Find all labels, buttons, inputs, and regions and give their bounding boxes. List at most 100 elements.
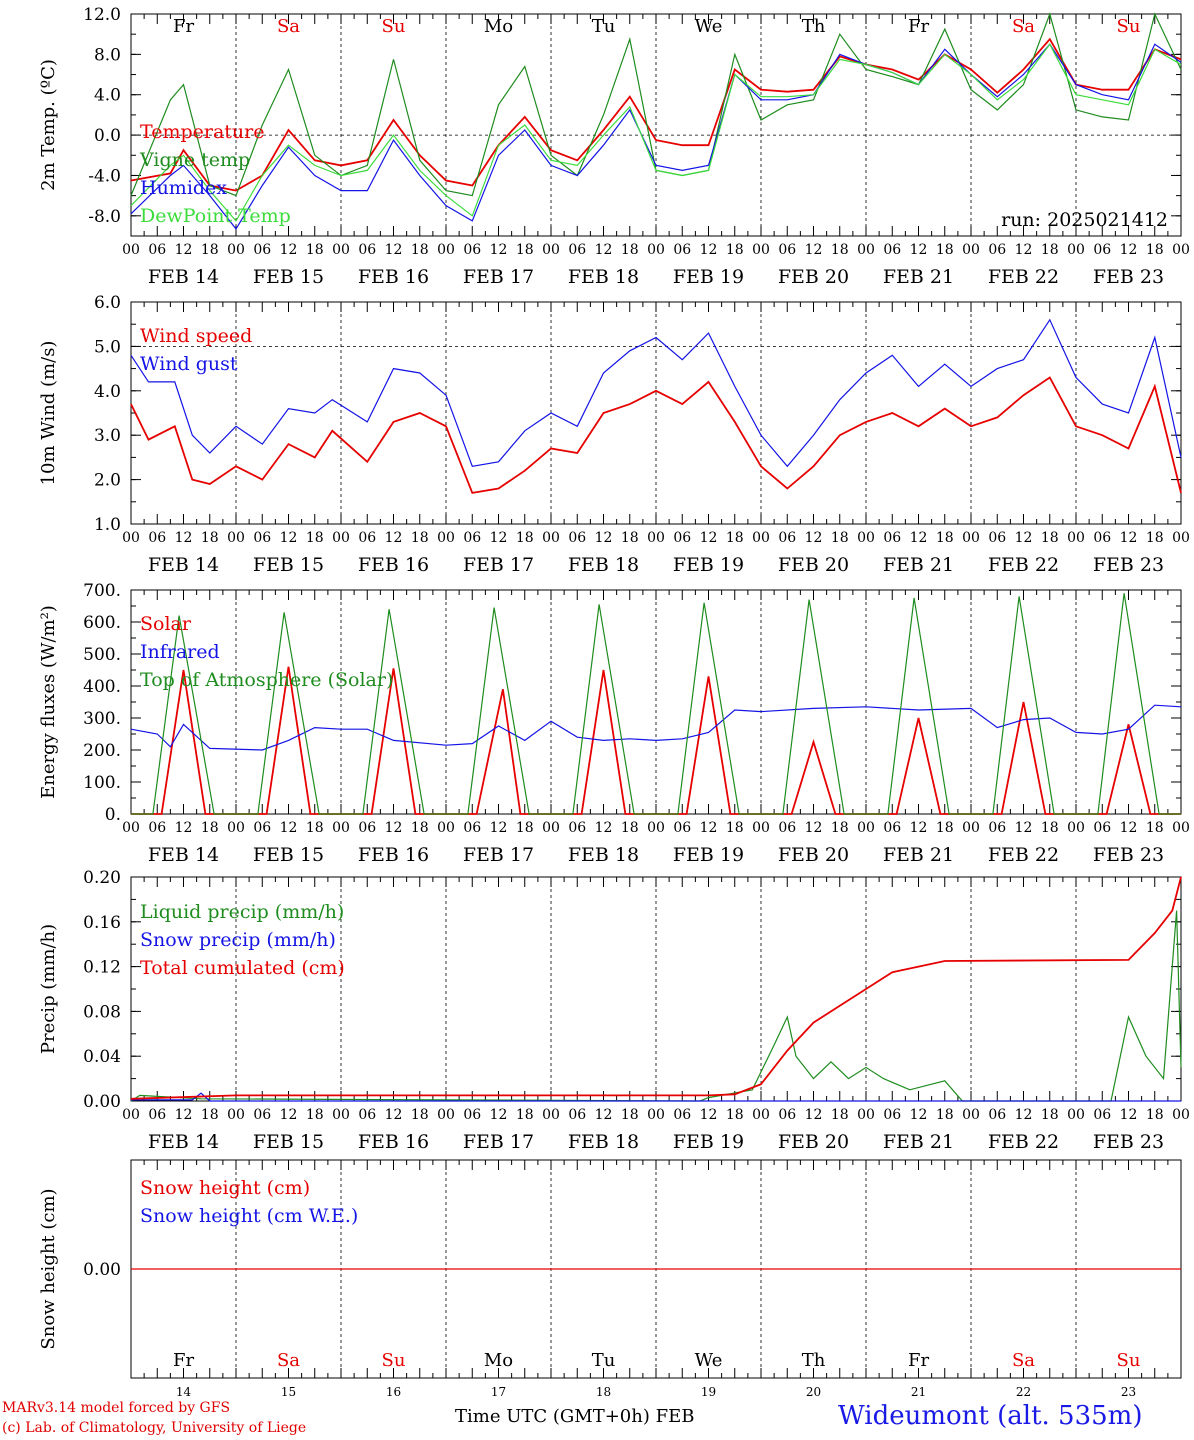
x-hour-label: 18 <box>411 530 429 546</box>
y-tick-label: 600. <box>83 613 121 633</box>
x-hour-label: 06 <box>883 1107 901 1123</box>
weekday-label: Sa <box>1012 1350 1035 1371</box>
x-hour-label: 00 <box>752 530 770 546</box>
weekday-label: Th <box>802 16 826 37</box>
x-hour-label: 18 <box>831 530 849 546</box>
series-line <box>130 43 1182 222</box>
x-hour-label: 12 <box>910 1107 928 1123</box>
x-hour-label: 18 <box>621 1107 639 1123</box>
x-hour-label: 00 <box>227 242 245 258</box>
x-hour-label: 00 <box>752 820 770 836</box>
weekday-label: Tu <box>592 16 616 37</box>
y-tick-label: 0.16 <box>83 913 121 933</box>
x-hour-label: 00 <box>542 820 560 836</box>
x-date-label: FEB 14 <box>148 844 219 866</box>
x-hour-label: 18 <box>411 242 429 258</box>
x-day-number: 20 <box>806 1385 821 1399</box>
y-tick-label: 700. <box>83 581 121 601</box>
legend-entry: Total cumulated (cm) <box>140 957 345 979</box>
x-hour-label: 00 <box>542 1107 560 1123</box>
x-hour-label: 18 <box>516 530 534 546</box>
x-hour-label: 12 <box>280 820 298 836</box>
x-date-label: FEB 21 <box>883 266 954 288</box>
x-hour-label: 18 <box>831 820 849 836</box>
x-hour-label: 18 <box>306 820 324 836</box>
weekday-label: Fr <box>908 1350 929 1371</box>
x-date-label: FEB 21 <box>883 844 954 866</box>
y-tick-label: 3.0 <box>94 426 121 446</box>
x-hour-label: 00 <box>227 530 245 546</box>
y-tick-label: 5.0 <box>94 337 121 357</box>
x-hour-label: 00 <box>857 242 875 258</box>
x-hour-label: 12 <box>595 530 613 546</box>
series-line <box>130 376 1182 494</box>
x-date-label: FEB 20 <box>778 844 849 866</box>
legend-entry: Solar <box>140 613 192 635</box>
weekday-label: Mo <box>484 16 513 37</box>
x-hour-label: 12 <box>280 1107 298 1123</box>
x-hour-label: 12 <box>910 530 928 546</box>
x-hour-label: 18 <box>411 1107 429 1123</box>
x-hour-label: 06 <box>463 820 481 836</box>
x-hour-label: 18 <box>936 820 954 836</box>
x-hour-label: 06 <box>253 820 271 836</box>
x-hour-label: 18 <box>306 530 324 546</box>
x-day-number: 22 <box>1016 1385 1031 1399</box>
x-hour-label: 18 <box>726 242 744 258</box>
x-hour-label: 12 <box>700 820 718 836</box>
x-hour-label: 00 <box>437 242 455 258</box>
x-hour-label: 00 <box>332 1107 350 1123</box>
y-tick-label: 2.0 <box>94 471 121 491</box>
series-line <box>130 37 1182 192</box>
x-day-number: 19 <box>701 1385 716 1399</box>
x-hour-label: 00 <box>857 1107 875 1123</box>
legend-entry: Wind gust <box>140 353 238 375</box>
x-hour-label: 06 <box>253 530 271 546</box>
x-hour-label: 06 <box>463 242 481 258</box>
x-hour-label: 18 <box>201 242 219 258</box>
x-hour-label: 12 <box>385 820 403 836</box>
y-tick-label: 4.0 <box>94 382 121 402</box>
x-hour-label: 00 <box>752 242 770 258</box>
x-hour-label: 12 <box>805 820 823 836</box>
x-hour-label: 12 <box>1120 242 1138 258</box>
x-day-number: 23 <box>1121 1385 1136 1399</box>
legend-entry: DewPoint Temp <box>140 205 291 227</box>
x-hour-label: 06 <box>358 1107 376 1123</box>
x-hour-label: 12 <box>805 242 823 258</box>
x-day-number: 17 <box>491 1385 506 1399</box>
x-hour-label: 12 <box>595 242 613 258</box>
series-line <box>130 876 1182 1100</box>
x-hour-label: 00 <box>122 1107 140 1123</box>
y-tick-label: 0.08 <box>83 1002 121 1022</box>
x-date-label: FEB 21 <box>883 554 954 576</box>
x-hour-label: 06 <box>883 242 901 258</box>
y-axis-title: Precip (mm/h) <box>38 924 59 1054</box>
x-hour-label: 00 <box>437 820 455 836</box>
x-hour-label: 18 <box>1146 242 1164 258</box>
x-hour-label: 18 <box>201 530 219 546</box>
y-tick-label: 12.0 <box>83 5 121 25</box>
x-date-label: FEB 16 <box>358 554 429 576</box>
x-hour-label: 00 <box>647 242 665 258</box>
legend-entry: Top of Atmosphere (Solar) <box>140 669 393 691</box>
x-date-label: FEB 17 <box>463 844 534 866</box>
x-hour-label: 00 <box>1067 1107 1085 1123</box>
x-hour-label: 00 <box>332 820 350 836</box>
run-annotation: run: 2025021412 <box>1001 209 1168 231</box>
y-tick-label: 0.00 <box>83 1092 121 1112</box>
x-date-label: FEB 18 <box>568 554 639 576</box>
x-hour-label: 06 <box>883 820 901 836</box>
x-hour-label: 00 <box>1172 530 1190 546</box>
x-hour-label: 00 <box>1172 1107 1190 1123</box>
x-hour-label: 06 <box>568 530 586 546</box>
x-hour-label: 00 <box>962 820 980 836</box>
legend-entry: Liquid precip (mm/h) <box>140 901 344 923</box>
x-hour-label: 06 <box>358 242 376 258</box>
x-hour-label: 12 <box>595 820 613 836</box>
x-hour-label: 12 <box>700 242 718 258</box>
x-hour-label: 12 <box>175 530 193 546</box>
y-tick-label: 400. <box>83 677 121 697</box>
x-hour-label: 12 <box>175 820 193 836</box>
x-hour-label: 06 <box>358 530 376 546</box>
